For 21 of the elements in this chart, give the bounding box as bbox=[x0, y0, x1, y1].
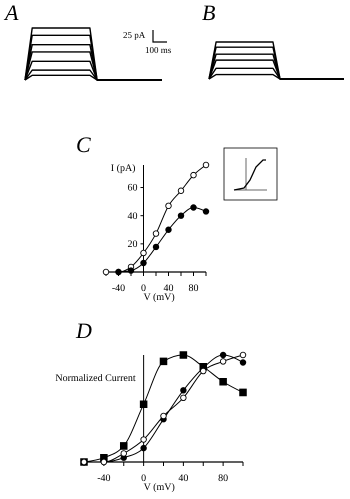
y-tick-label: 60 bbox=[128, 182, 138, 194]
x-tick-label: 40 bbox=[164, 283, 174, 294]
x-tick-label: 0 bbox=[141, 283, 146, 294]
annotation: 25 pA bbox=[123, 30, 146, 40]
y-tick-label: 20 bbox=[128, 239, 138, 250]
chart-title: A bbox=[3, 0, 19, 25]
x-tick-label: 0 bbox=[141, 473, 146, 484]
x-tick-label: -40 bbox=[97, 473, 111, 484]
x-axis-title: V (mV) bbox=[144, 292, 175, 303]
chart-title: B bbox=[202, 0, 216, 25]
y-tick-label: 40 bbox=[128, 210, 138, 222]
x-tick-label: 80 bbox=[188, 283, 198, 294]
chart-title: C bbox=[76, 132, 91, 157]
y-axis-title: I (pA) bbox=[110, 163, 136, 174]
x-tick-label: 80 bbox=[218, 473, 228, 484]
y-axis-title: Normalized Current bbox=[55, 373, 136, 384]
x-tick-label: 40 bbox=[178, 473, 188, 484]
annotation: 100 ms bbox=[145, 45, 172, 55]
chart-title: D bbox=[75, 318, 92, 343]
x-axis-title: V (mV) bbox=[144, 482, 175, 493]
x-tick-label: -40 bbox=[112, 283, 126, 294]
